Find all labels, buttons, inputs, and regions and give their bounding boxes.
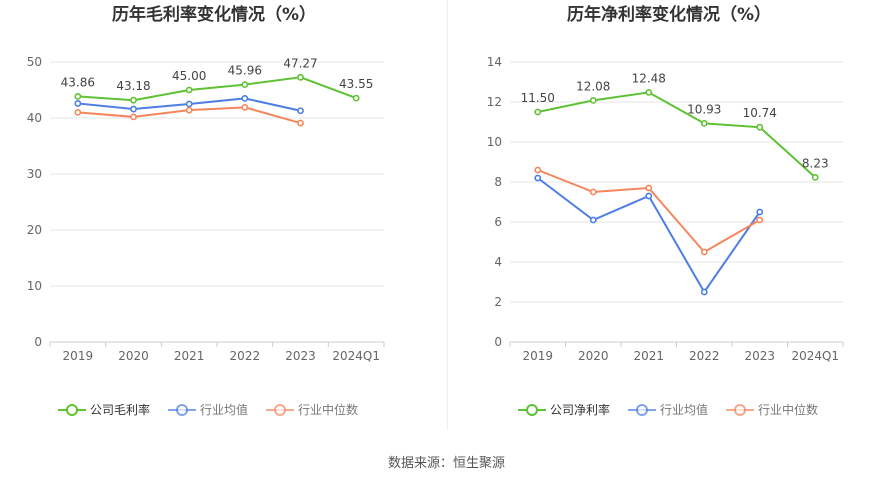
- data-point: [645, 184, 653, 192]
- chart-title: 历年净利率变化情况（%）: [567, 4, 771, 25]
- data-label: 45.00: [172, 69, 206, 83]
- data-point: [700, 248, 708, 256]
- data-point: [74, 100, 82, 107]
- legend-label: 行业均值: [200, 402, 248, 417]
- data-point: [74, 92, 82, 100]
- legend-item: 公司毛利率: [58, 402, 150, 417]
- legend-label: 行业中位数: [758, 402, 818, 417]
- data-label: 47.27: [283, 56, 317, 70]
- data-label: 10.93: [687, 102, 721, 116]
- legend-swatch-marker: [526, 404, 538, 416]
- data-point: [241, 95, 249, 102]
- y-tick-label: 8: [494, 175, 502, 189]
- data-point: [534, 174, 542, 182]
- data-point: [352, 94, 360, 102]
- y-tick-label: 4: [494, 255, 502, 269]
- data-point: [534, 166, 542, 174]
- data-point: [756, 123, 764, 131]
- x-tick-label: 2021: [174, 349, 205, 363]
- x-tick-label: 2019: [63, 349, 94, 363]
- x-tick-label: 2019: [522, 349, 553, 363]
- x-tick-label: 2023: [744, 349, 775, 363]
- legend-swatch-marker: [274, 404, 286, 416]
- data-point: [130, 113, 137, 121]
- legend-swatch-marker: [734, 404, 746, 416]
- data-label: 12.48: [632, 71, 666, 85]
- data-point: [756, 208, 764, 216]
- data-label: 45.96: [228, 64, 262, 78]
- data-label: 43.18: [116, 79, 150, 93]
- legend-swatch-marker: [176, 404, 188, 416]
- x-tick-label: 2021: [633, 349, 664, 363]
- x-tick-label: 2022: [230, 349, 261, 363]
- data-point: [700, 120, 708, 127]
- data-label: 43.86: [61, 75, 95, 89]
- y-tick-label: 20: [27, 223, 42, 237]
- legend-swatch-marker: [66, 404, 78, 416]
- data-label: 12.08: [576, 79, 610, 93]
- legend-label: 行业中位数: [298, 402, 358, 417]
- x-tick-label: 2024Q1: [332, 349, 380, 363]
- series-line: [537, 91, 816, 179]
- x-tick-label: 2022: [689, 349, 720, 363]
- data-point: [297, 119, 304, 127]
- data-label: 10.74: [743, 106, 777, 120]
- panel-divider: [447, 0, 448, 430]
- chart-title: 历年毛利率变化情况（%）: [112, 4, 316, 25]
- data-point: [241, 103, 249, 111]
- y-tick-label: 0: [34, 335, 42, 349]
- data-point: [185, 106, 193, 114]
- y-tick-label: 14: [487, 55, 502, 69]
- x-tick-label: 2020: [578, 349, 609, 363]
- data-label: 8.23: [802, 156, 829, 170]
- data-label: 11.50: [521, 91, 555, 105]
- data-point: [130, 96, 137, 104]
- legend-swatch-marker: [636, 404, 648, 416]
- data-point: [645, 89, 653, 96]
- x-tick-label: 2023: [285, 349, 316, 363]
- legend-label: 行业均值: [660, 402, 708, 417]
- legend-item: 行业中位数: [266, 402, 358, 417]
- y-tick-label: 12: [487, 95, 502, 109]
- legend-item: 公司净利率: [518, 402, 610, 417]
- data-point: [700, 288, 708, 296]
- data-point: [185, 86, 193, 94]
- y-tick-label: 6: [494, 215, 502, 229]
- y-tick-label: 10: [27, 279, 42, 293]
- data-point: [811, 173, 819, 181]
- data-source-note: 数据来源：恒生聚源: [387, 456, 505, 471]
- chart-panel-2: 历年净利率变化情况（%） 0 2 4 6 8 10 12 14 2019 2020 2021 2022 2…: [487, 4, 844, 417]
- data-point: [185, 100, 193, 108]
- legend-item: 行业中位数: [726, 402, 818, 417]
- y-tick-label: 10: [487, 135, 502, 149]
- y-tick-label: 30: [27, 167, 42, 181]
- y-tick-label: 0: [494, 335, 502, 349]
- legend-item: 行业均值: [168, 402, 248, 417]
- x-tick-label: 2024Q1: [791, 349, 839, 363]
- chart-panel-1: 历年毛利率变化情况（%） 0 10 20 30 40 50 2019 2020 2021 2022 2…: [27, 4, 385, 417]
- data-point: [756, 216, 764, 224]
- data-point: [589, 216, 597, 224]
- data-point: [589, 97, 597, 104]
- y-tick-label: 40: [27, 111, 42, 125]
- data-point: [130, 105, 137, 113]
- data-label: 43.55: [339, 77, 373, 91]
- y-tick-label: 50: [27, 55, 42, 69]
- y-tick-label: 2: [494, 295, 502, 309]
- data-point: [74, 109, 82, 116]
- legend-label: 公司毛利率: [90, 402, 150, 417]
- data-point: [297, 73, 304, 81]
- data-point: [534, 108, 542, 116]
- legend-item: 行业均值: [628, 402, 708, 417]
- data-point: [241, 81, 249, 89]
- data-point: [297, 107, 304, 115]
- data-point: [589, 188, 597, 196]
- series-line: [77, 76, 357, 102]
- legend-label: 公司净利率: [550, 402, 610, 417]
- data-point: [645, 192, 653, 200]
- x-tick-label: 2020: [118, 349, 149, 363]
